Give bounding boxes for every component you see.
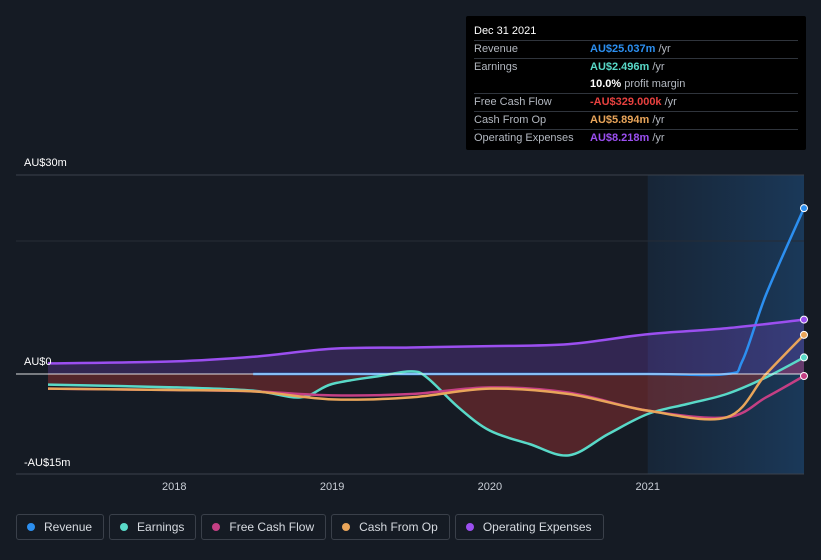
earnings-endpoint bbox=[800, 353, 808, 362]
tooltip-row-unit: /yr bbox=[652, 132, 665, 144]
cash-from-op-line bbox=[47, 333, 805, 421]
y-axis-label-zero: AU$0 bbox=[24, 356, 52, 368]
legend-dot-icon bbox=[212, 523, 221, 531]
legend-label: Earnings bbox=[137, 520, 185, 534]
tooltip-row-label: Earnings bbox=[474, 61, 518, 73]
tooltip-row-label bbox=[474, 76, 590, 93]
legend-label: Free Cash Flow bbox=[229, 520, 315, 534]
tooltip-row-unit: /yr bbox=[658, 43, 671, 55]
legend-dot-icon bbox=[27, 523, 35, 531]
tooltip-row-label: Cash From Op bbox=[474, 114, 547, 126]
tooltip-row-unit: /yr bbox=[664, 96, 677, 108]
free-cash-flow-endpoint bbox=[800, 372, 808, 380]
tooltip-date: Dec 31 2021 bbox=[474, 25, 537, 37]
tooltip-row: Cash From Op AU$5.894m/yr bbox=[474, 111, 798, 129]
tooltip-row-unit: profit margin bbox=[624, 78, 686, 90]
tooltip-row-unit: /yr bbox=[652, 114, 665, 126]
legend-label: Revenue bbox=[44, 520, 93, 534]
tooltip-row: 10.0% profit margin bbox=[474, 76, 798, 93]
tooltip-row: Free Cash Flow -AU$329.000k/yr bbox=[474, 93, 798, 111]
tooltip-row: Revenue AU$25.037m/yr bbox=[474, 40, 798, 58]
legend-item-free-cash-flow[interactable]: Free Cash Flow bbox=[201, 514, 327, 540]
legend-item-earnings[interactable]: Earnings bbox=[109, 514, 197, 540]
legend-item-operating-expenses[interactable]: Operating Expenses bbox=[454, 514, 604, 540]
tooltip-row: Earnings AU$2.496m/yr bbox=[474, 58, 798, 76]
cash-from-op-endpoint bbox=[800, 330, 808, 339]
x-tick-label: 2020 bbox=[477, 481, 503, 493]
legend-item-revenue[interactable]: Revenue bbox=[16, 514, 105, 540]
tooltip-row-value: AU$25.037m bbox=[590, 43, 656, 55]
highlight-region bbox=[647, 175, 804, 474]
legend-item-cash-from-op[interactable]: Cash From Op bbox=[331, 514, 450, 540]
earnings-area bbox=[48, 357, 804, 456]
tooltip-row-value: 10.0% bbox=[590, 78, 622, 90]
operating-expenses-area bbox=[48, 319, 804, 374]
x-tick-label: 2018 bbox=[162, 481, 187, 493]
legend-dot-icon bbox=[342, 523, 351, 531]
tooltip-row-label: Free Cash Flow bbox=[474, 96, 552, 108]
operating-expenses-endpoint bbox=[800, 315, 808, 324]
legend-label: Cash From Op bbox=[359, 520, 438, 534]
y-axis-label-top: AU$30m bbox=[24, 157, 67, 169]
tooltip: Dec 31 2021 Revenue AU$25.037m/yr Earnings… bbox=[466, 16, 806, 150]
x-tick-label: 2021 bbox=[635, 481, 660, 493]
x-tick-label: 2019 bbox=[319, 481, 345, 493]
tooltip-row-value: AU$5.894m bbox=[590, 114, 650, 126]
tooltip-row-unit: /yr bbox=[652, 61, 665, 73]
tooltip-row-label: Revenue bbox=[474, 43, 519, 55]
tooltip-row-value: AU$2.496m bbox=[590, 61, 650, 73]
operating-expenses-line bbox=[47, 318, 805, 365]
tooltip-row-label: Operating Expenses bbox=[474, 132, 574, 144]
y-axis-label-bottom: -AU$15m bbox=[24, 457, 71, 469]
revenue-endpoint bbox=[800, 204, 808, 213]
legend-label: Operating Expenses bbox=[482, 520, 592, 534]
tooltip-row: Operating Expenses AU$8.218m/yr bbox=[474, 129, 798, 147]
tooltip-row-value: AU$8.218m bbox=[590, 132, 650, 144]
legend-dot-icon bbox=[465, 523, 474, 531]
tooltip-row-value: -AU$329.000k bbox=[590, 96, 662, 108]
legend-dot-icon bbox=[120, 523, 129, 531]
legend: Revenue Earnings Free Cash Flow Cash From O… bbox=[16, 514, 609, 540]
